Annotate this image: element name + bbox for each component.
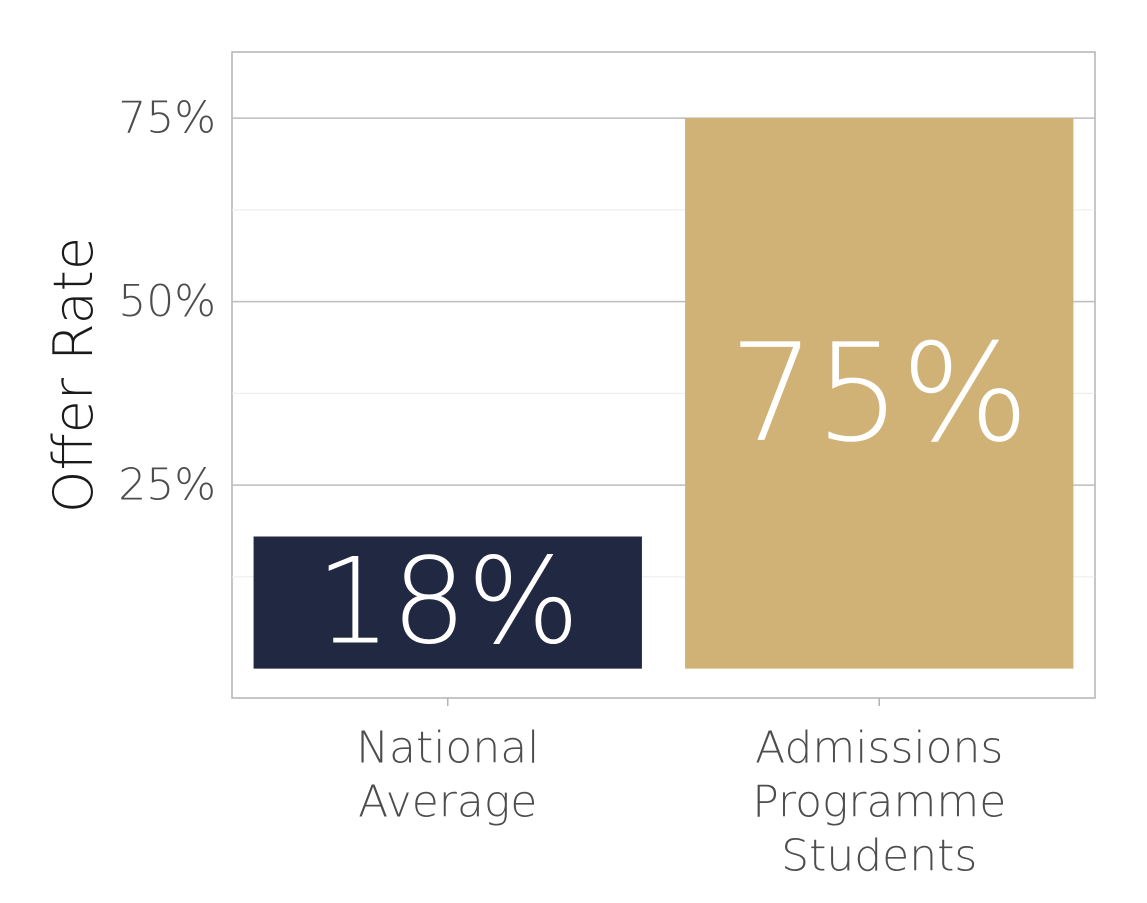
x-tick-label: National [356, 723, 539, 774]
bars: 18% 75% [253, 118, 1074, 672]
y-tick-label: 50% [118, 276, 216, 327]
x-tick-label: Students [781, 831, 977, 882]
y-axis-title: Offer Rate [42, 237, 105, 513]
bar-value-label: 18% [316, 534, 580, 672]
bar-value-label: 75% [729, 315, 1029, 472]
bar [253, 536, 642, 669]
bar [685, 118, 1074, 669]
x-tick-label: Admissions [755, 723, 1003, 774]
x-tick-label: Average [358, 777, 537, 828]
y-tick-labels: 25% 50% 75% [118, 93, 216, 511]
y-tick-label: 75% [118, 93, 216, 144]
plot-panel-border [231, 51, 1096, 699]
y-tick-label: 25% [118, 460, 216, 511]
x-tick-label: Programme [752, 777, 1006, 828]
